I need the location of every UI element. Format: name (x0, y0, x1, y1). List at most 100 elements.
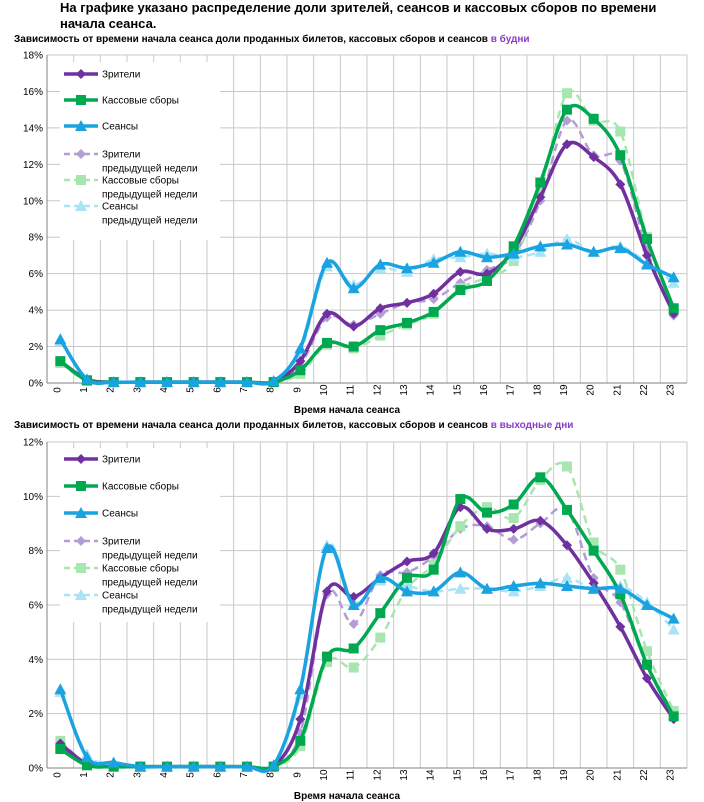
x-tick-label: 15 (452, 384, 463, 396)
chart-title-text: Зависимость от времени начала сеанса дол… (14, 34, 488, 45)
x-tick-label: 4 (159, 772, 170, 778)
data-point (402, 572, 412, 583)
data-point (535, 515, 546, 526)
x-tick-label: 7 (239, 772, 250, 778)
data-point (562, 115, 572, 126)
data-point (161, 760, 173, 772)
series-sessions (54, 238, 680, 388)
x-tick-label: 17 (506, 769, 517, 781)
data-point (81, 373, 93, 385)
x-tick-label: 4 (159, 387, 170, 393)
data-point (322, 651, 332, 662)
x-tick-label: 19 (559, 769, 570, 781)
x-tick-label: 22 (639, 384, 650, 396)
legend-item-box-office: Кассовые сборы (64, 95, 179, 107)
legend-label: Зрители (102, 455, 140, 466)
data-point (321, 541, 333, 553)
x-tick-label: 20 (586, 384, 597, 396)
legend-item-sessions-prev: Сеансы предыдущей недели (64, 200, 198, 227)
data-point (535, 177, 546, 188)
legend-item-sessions: Сеансы (64, 507, 138, 520)
data-point (642, 234, 652, 245)
x-tick-label: 8 (266, 387, 277, 393)
data-point (614, 582, 627, 594)
x-tick-label: 12 (372, 769, 383, 781)
data-point (322, 337, 332, 348)
x-tick-label: 10 (319, 384, 330, 396)
data-point (615, 150, 626, 161)
data-point (295, 714, 306, 725)
x-tick-label: 9 (292, 387, 303, 393)
data-point (562, 461, 572, 472)
data-point (482, 523, 492, 534)
data-point (668, 705, 679, 716)
data-point (107, 756, 120, 768)
data-point (481, 582, 493, 594)
legend-label: Зрители (102, 70, 140, 81)
chart-title-highlight: в будни (490, 34, 530, 45)
data-point (374, 258, 387, 270)
data-point (535, 192, 546, 203)
legend-label: предыдущей недели (102, 578, 198, 589)
legend-marker (75, 120, 87, 131)
data-point (642, 673, 652, 684)
data-point (561, 579, 573, 591)
x-tick-label: 2 (106, 772, 117, 778)
data-point (348, 321, 359, 332)
data-point (454, 582, 467, 594)
y-tick-label: 12% (23, 160, 43, 171)
data-point (534, 240, 547, 252)
legend-label: Сеансы (102, 509, 138, 520)
data-point (374, 571, 387, 583)
x-axis-title: Время начала сеанса (294, 791, 401, 802)
x-tick-label: 22 (639, 769, 650, 781)
data-point (428, 548, 439, 559)
data-point (535, 184, 546, 195)
data-point (508, 523, 519, 534)
data-point (641, 258, 653, 270)
x-tick-label: 9 (292, 772, 303, 778)
legend-label: Кассовые сборы (102, 481, 179, 493)
data-point (134, 376, 147, 388)
weekday-chart: 0%2%4%6%8%10%12%14%16%18%0 1 2 3 4 5 6 7 8 9 10 11 1… (23, 51, 688, 416)
data-point (241, 376, 253, 388)
data-point (455, 266, 466, 277)
x-tick-label: 6 (212, 772, 223, 778)
x-tick-label: 6 (212, 387, 223, 393)
x-tick-label: 18 (532, 769, 543, 781)
x-tick-label: 21 (612, 384, 623, 396)
data-point (588, 113, 599, 124)
data-point (588, 537, 599, 548)
legend-label: предыдущей недели (102, 164, 198, 175)
data-point (455, 285, 466, 296)
data-point (267, 759, 280, 771)
data-point (214, 760, 227, 772)
legend-item-viewers: Зрители (64, 454, 140, 466)
x-tick-label: 10 (319, 769, 330, 781)
chart-title-text: Зависимость от времени начала сеанса дол… (14, 420, 488, 431)
data-point (508, 241, 519, 252)
data-point (562, 504, 572, 515)
legend-label: предыдущей недели (102, 190, 198, 201)
data-point (347, 282, 360, 294)
legend-label: Кассовые сборы (102, 95, 179, 107)
y-tick-label: 2% (29, 342, 44, 353)
legend-item-sessions-prev: Сеансы предыдущей недели (64, 589, 198, 616)
data-point (54, 333, 67, 345)
legend-label: Кассовые сборы (102, 563, 179, 575)
data-point (347, 599, 360, 610)
data-point (615, 597, 626, 608)
data-point (535, 472, 546, 483)
data-point (107, 376, 120, 388)
data-point (55, 743, 66, 754)
legend-item-sessions: Сеансы (64, 120, 138, 133)
legend-label: Зрители (102, 150, 140, 161)
data-point (402, 297, 412, 308)
data-point (614, 242, 627, 254)
x-tick-label: 16 (479, 384, 490, 396)
data-point (642, 646, 652, 657)
legend-label: Кассовые сборы (102, 175, 179, 187)
legend-marker (76, 175, 86, 185)
data-point (482, 275, 492, 286)
data-point (667, 612, 680, 624)
